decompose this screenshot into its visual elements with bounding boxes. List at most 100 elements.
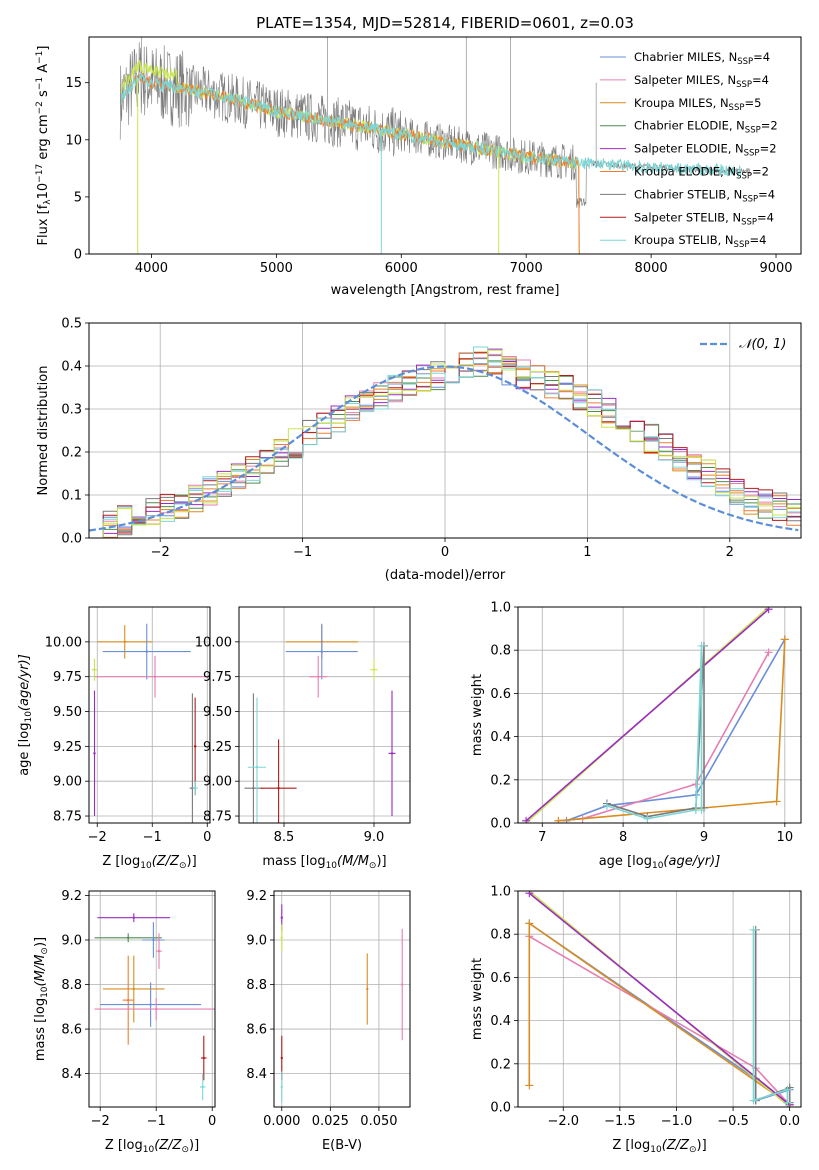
chart-panel-3: −2 −1 0 8.75 9.00 9.25 9.50 9.75 10.00 Z [log10(Z… <box>17 606 211 871</box>
marker <box>783 1085 792 1094</box>
x-tick-label: −1.5 <box>604 1114 636 1129</box>
data-point <box>193 745 197 748</box>
marker <box>522 816 531 823</box>
y-tick-label: 8.75 <box>203 810 232 825</box>
mass-weight-line-s_elodie <box>528 892 791 1106</box>
chart-panel-2: −2 −1 0 1 2 0.0 0.1 0.2 0.3 0.4 0.5 𝒩(0, 1) (data-mo… <box>36 317 802 583</box>
data-point <box>280 1085 283 1089</box>
y-tick-label: 0.2 <box>490 773 511 788</box>
y-axis-label: Normed distribution <box>36 366 51 496</box>
model-spectrum-k_stelib <box>121 72 741 178</box>
y-tick-label: 9.0 <box>61 933 82 948</box>
marker <box>783 1098 792 1107</box>
grid <box>239 607 410 823</box>
mass-weight-line-s_elodie <box>525 608 770 822</box>
residual-histogram-k_stelib <box>89 346 801 538</box>
data-point <box>123 640 126 644</box>
legend-label: Salpeter STELIB, NSSP=4 <box>634 210 774 227</box>
y-tick-label: 0.1 <box>61 489 82 504</box>
y-tick-label: 8.6 <box>246 1023 267 1038</box>
y-tick-label: 9.2 <box>61 889 82 904</box>
x-tick-label: 0 <box>208 1114 216 1129</box>
legend-label: Chabrier MILES, NSSP=4 <box>634 50 770 67</box>
x-tick-label: −2 <box>88 830 107 845</box>
axes-frame <box>88 890 216 1108</box>
legend-label: Kroupa ELODIE, NSSP=2 <box>634 165 769 182</box>
data-point <box>93 668 96 671</box>
y-tick-label: 1.0 <box>490 885 511 900</box>
marker <box>697 806 706 815</box>
y-axis-label: mass weight <box>470 958 485 1040</box>
marker <box>749 1096 758 1105</box>
legend-label: Chabrier STELIB, NSSP=4 <box>634 187 775 204</box>
marker <box>749 925 758 934</box>
data-point <box>280 936 283 939</box>
y-axis-label: age [log10(age/yr)] <box>17 654 34 776</box>
mass-weight-line-k_miles <box>558 639 786 822</box>
y-tick-label: 0.0 <box>61 532 82 547</box>
y-tick-label: 10.00 <box>45 635 82 650</box>
mass-weight-line-k_stelib <box>752 929 789 1103</box>
x-tick-label: 8 <box>619 830 627 845</box>
plot-area <box>525 891 794 1107</box>
data-point <box>132 916 135 919</box>
y-tick-label: 8.4 <box>246 1067 267 1082</box>
data-point <box>152 938 155 942</box>
y-tick-label: 1.0 <box>490 601 511 616</box>
data-point <box>149 1003 152 1006</box>
plot-area <box>94 913 215 1101</box>
chart-panel-8: −2.0 −1.5 −1.0 −0.5 0.0 0.0 0.2 0.4 0.6 0.8 1.0 mas… <box>470 885 802 1155</box>
marker <box>602 801 611 810</box>
x-tick-label: −1 <box>293 545 312 560</box>
data-point <box>372 668 376 671</box>
chart-panel-4: 8.5 9.0 8.75 9.00 9.25 9.50 9.75 10.00 mass [log… <box>195 606 411 871</box>
observed-spectrum <box>119 42 752 208</box>
mass-weight-line-k_miles <box>528 921 791 1106</box>
data-point <box>155 1007 158 1011</box>
x-tick-label: 0.000 <box>263 1114 300 1129</box>
legend-label: Chabrier ELODIE, NSSP=2 <box>634 119 778 136</box>
x-tick-label: 4000 <box>135 261 168 276</box>
data-point <box>320 650 323 653</box>
data-point <box>401 983 404 986</box>
mass-weight-line-c_stelib <box>754 929 791 1103</box>
axes-frame <box>517 890 802 1108</box>
x-tick-label: 8000 <box>635 261 668 276</box>
y-tick-label: 0.3 <box>61 403 82 418</box>
plot-area <box>119 37 752 254</box>
y-tick-label: 8.75 <box>53 810 82 825</box>
y-tick-label: 9.25 <box>203 740 232 755</box>
y-tick-label: 9.50 <box>53 705 82 720</box>
legend-label: Kroupa MILES, NSSP=5 <box>634 96 761 113</box>
y-tick-label: 9.00 <box>53 775 82 790</box>
y-tick-label: 8.8 <box>246 978 267 993</box>
y-tick-label: 9.50 <box>203 705 232 720</box>
x-tick-label: 5000 <box>260 261 293 276</box>
y-tick-label: 0.5 <box>61 317 82 332</box>
legend-label: Kroupa STELIB, NSSP=4 <box>634 233 766 250</box>
y-tick-label: 0.0 <box>490 817 511 832</box>
x-axis-label: Z [log10(Z/Z⊙)] <box>612 1138 706 1155</box>
x-tick-label: 9 <box>700 830 708 845</box>
y-tick-label: 8.8 <box>61 978 82 993</box>
marker <box>554 816 563 823</box>
y-tick-label: 0 <box>74 248 82 263</box>
marker <box>697 641 706 650</box>
mass-weight-line-k_stelib <box>606 645 703 820</box>
marker <box>525 1081 534 1090</box>
plot-area <box>89 346 801 538</box>
data-point <box>127 998 130 1002</box>
axes-frame <box>88 36 802 255</box>
x-tick-label: 9000 <box>759 261 792 276</box>
x-axis-label: mass [log10(M/M⊙)] <box>262 854 386 871</box>
x-tick-label: −1.0 <box>661 1114 693 1129</box>
y-tick-label: 0.4 <box>490 1014 511 1029</box>
marker <box>525 919 534 928</box>
legend: Chabrier MILES, NSSP=4 Salpeter MILES, NS… <box>600 50 778 250</box>
axes-frame <box>273 890 411 1108</box>
y-tick-label: 15 <box>65 76 82 91</box>
y-tick-label: 0.2 <box>61 446 82 461</box>
data-point <box>280 1056 283 1060</box>
data-point <box>145 650 148 653</box>
